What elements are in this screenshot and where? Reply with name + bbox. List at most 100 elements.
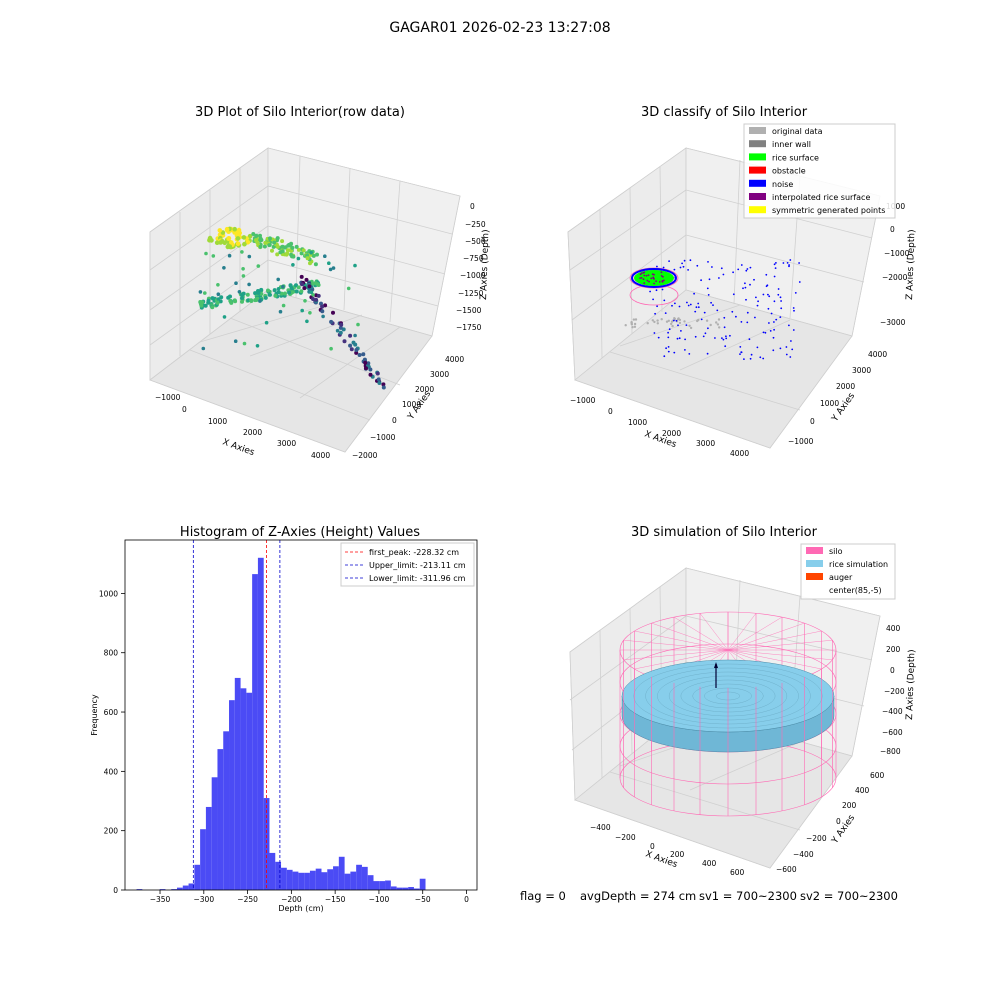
classify-y-tick: 2000 [836,382,855,391]
simulation-legend-label: silo [829,547,843,556]
raw-z-tick: −1250 [458,289,484,298]
classify-point-noise [791,348,794,351]
classify-point-interp [645,274,648,277]
status-avg-depth: avgDepth = 274 cm [580,889,696,903]
classify-point-original [670,322,673,326]
classify-point-noise [673,351,676,354]
classify-point-noise [775,262,777,264]
raw-point [217,228,223,233]
raw-point [234,281,238,286]
classify-point-noise [696,264,699,267]
classify-point-noise [677,324,679,327]
histogram-bar [396,887,403,890]
classify-point-noise [767,293,769,296]
classify-point-interp [660,271,663,274]
classify-point-noise [732,271,734,274]
histogram-bar [252,574,258,890]
raw-point [354,350,359,355]
raw-point [222,315,227,319]
classify-z-tick: −1000 [884,249,910,258]
classify-point-interp [639,277,641,279]
histogram-bar [309,870,316,890]
raw-point [241,235,247,240]
classify-point-noise [731,310,734,313]
classify-point-noise [748,338,751,341]
raw-point [229,300,234,305]
classify-point-noise [779,316,782,318]
histogram-bar [292,871,299,890]
classify-z-tick: 0 [890,225,895,234]
raw-point [301,248,306,253]
raw-point [256,264,261,268]
raw-point [307,284,312,289]
raw-point [222,266,226,270]
raw-point [280,239,285,244]
raw-point [357,353,362,357]
classify-point-noise [697,306,700,309]
raw-point [272,288,277,293]
raw-point [294,289,299,294]
histogram-frame [124,539,478,891]
raw-point [320,309,325,314]
classify-legend-swatch [749,179,766,187]
simulation-y-tick: 0 [836,817,841,826]
raw-point [270,248,274,253]
raw-point [241,274,246,278]
raw-point [313,262,318,267]
raw-point [251,232,256,236]
raw-point [218,240,223,245]
raw-point [376,377,381,382]
classify-point-interp [646,279,649,282]
raw-point [284,252,289,257]
histogram-bar [327,869,334,890]
raw-point [323,254,327,258]
classify-point-noise [707,261,709,263]
simulation-x-tick: −400 [590,823,611,832]
classify-point-original [718,326,721,329]
raw-point [353,342,358,347]
classify-y-tick: 1000 [820,399,839,408]
classify-point-interp [639,273,642,276]
raw-point [321,314,325,319]
classify-point-noise [689,303,692,306]
classify-legend-swatch [749,206,766,214]
classify-x-ticks: −1000 0 1000 2000 3000 4000 [570,396,749,458]
raw-point [233,339,238,344]
raw-point [237,230,242,236]
classify-point-noise [735,315,737,318]
classify-point-noise [789,356,792,358]
classify-point-original [624,324,627,327]
classify-point-original [656,319,659,322]
histogram-bar [171,889,178,890]
simulation-legend-swatch [806,560,823,567]
raw-point [329,346,333,351]
classify-point-noise [765,273,768,276]
classify-point-noise [671,304,673,307]
classify-point-noise [773,328,775,331]
raw-point [310,281,315,286]
classify-point-noise [792,329,795,331]
raw-point [283,291,287,296]
histogram-x-tick-label: 0 [464,895,469,904]
panel-classify: 3D classify of Silo Interior −1000 0 100… [567,105,917,458]
classify-point-original [709,323,712,327]
raw-point [363,360,368,365]
classify-point-noise [687,269,689,271]
classify-point-noise [786,262,789,264]
classify-point-noise [694,310,697,313]
raw-point [229,240,234,245]
raw-point [247,254,252,259]
raw-point [296,285,301,290]
raw-point [353,333,357,338]
classify-point-noise [793,309,795,312]
histogram-x-tick-label: −350 [150,895,171,904]
simulation-legend-label: rice simulation [829,560,888,569]
histogram-bar [275,861,282,890]
raw-title: 3D Plot of Silo Interior(row data) [195,105,405,120]
raw-point [288,283,293,288]
classify-point-noise [740,264,743,266]
raw-point [296,256,301,261]
raw-y-tick: 4000 [445,355,464,364]
raw-point [354,348,359,352]
histogram-x-label: Depth (cm) [278,904,323,913]
